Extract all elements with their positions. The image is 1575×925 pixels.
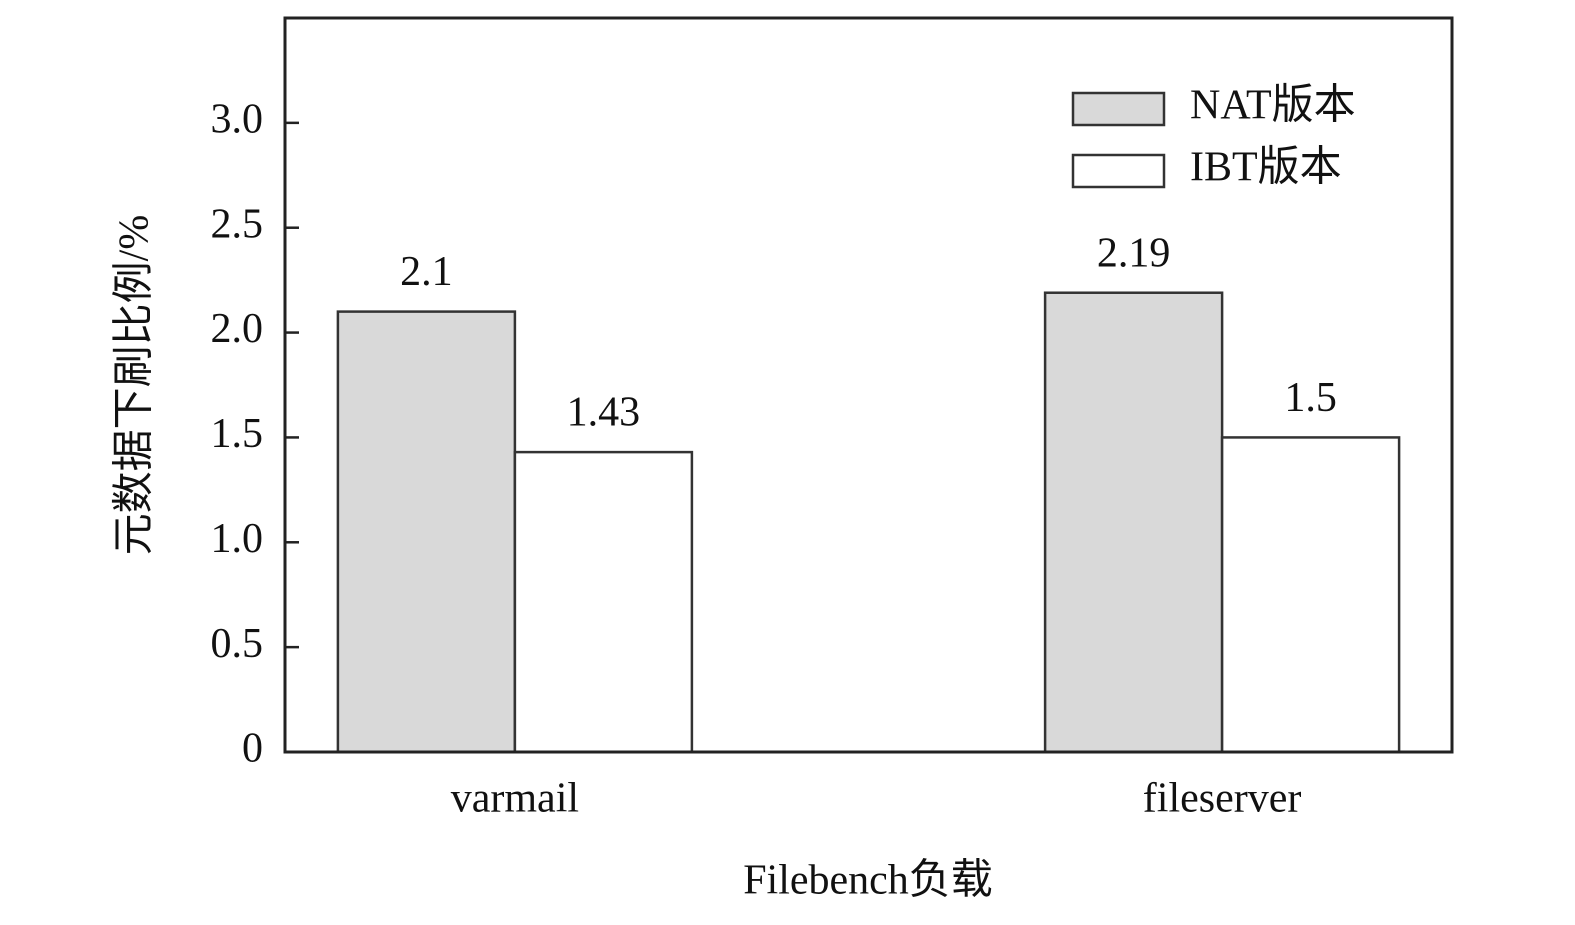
y-tick-label: 0 — [242, 726, 263, 772]
value-label: 1.5 — [1284, 375, 1337, 421]
bar — [1220, 436, 1401, 754]
legend-swatch — [1071, 91, 1166, 127]
x-tick-label: fileserver — [1143, 776, 1302, 822]
y-tick-label: 0.5 — [211, 621, 264, 667]
x-tick-label: varmail — [451, 776, 579, 822]
y-axis-label: 元数据下刷比例/% — [112, 215, 158, 556]
y-tick-label: 2.0 — [211, 306, 264, 352]
bar — [1043, 291, 1224, 754]
y-tick-label: 2.5 — [211, 201, 264, 247]
legend-label: IBT版本 — [1190, 145, 1342, 191]
value-label: 1.43 — [567, 390, 641, 436]
y-tick-label: 1.5 — [211, 411, 264, 457]
legend-label: NAT版本 — [1190, 83, 1356, 129]
x-axis-label: Filebench负载 — [743, 858, 993, 904]
legend-swatch — [1071, 153, 1166, 189]
value-label: 2.19 — [1097, 230, 1171, 276]
y-tick-label: 3.0 — [211, 96, 264, 142]
y-tick-label: 1.0 — [211, 516, 264, 562]
bar — [513, 450, 694, 754]
bar — [336, 310, 517, 754]
plot-frame — [283, 16, 1454, 754]
value-label: 2.1 — [400, 249, 453, 295]
